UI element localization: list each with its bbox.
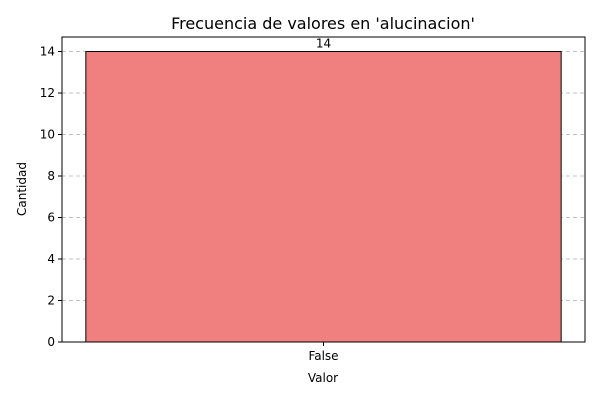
y-tick-label: 0	[47, 335, 55, 349]
y-tick-label: 14	[40, 45, 55, 59]
y-tick-label: 2	[47, 294, 55, 308]
y-axis-label: Cantidad	[15, 162, 29, 216]
y-tick-label: 6	[47, 211, 55, 225]
y-tick-label: 10	[40, 128, 55, 142]
chart-title: Frecuencia de valores en 'alucinacion'	[171, 14, 475, 33]
x-axis-ticks: False	[308, 342, 339, 363]
x-axis-label: Valor	[308, 371, 338, 385]
y-tick-label: 8	[47, 169, 55, 183]
data-label: 14	[316, 37, 331, 51]
y-axis-ticks: 0 2 4 6 8 10 12 14	[40, 45, 62, 349]
x-tick-label: False	[308, 349, 338, 363]
bars	[85, 51, 562, 343]
data-labels: 14	[316, 37, 331, 51]
y-tick-label: 12	[40, 86, 55, 100]
bar-false	[85, 51, 562, 343]
y-tick-label: 4	[47, 252, 55, 266]
